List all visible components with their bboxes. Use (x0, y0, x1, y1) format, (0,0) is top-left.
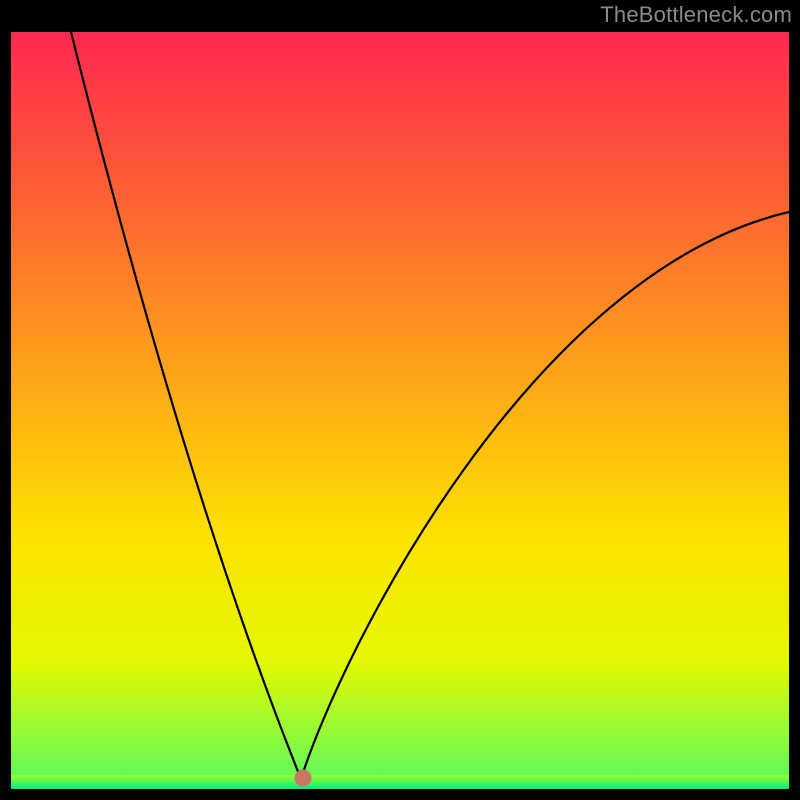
curve-path (71, 32, 789, 779)
minimum-point-marker (295, 770, 311, 786)
plot-background (11, 32, 789, 789)
bottleneck-curve (11, 32, 789, 789)
chart-frame: TheBottleneck.com (0, 0, 800, 800)
watermark-text: TheBottleneck.com (600, 2, 792, 28)
